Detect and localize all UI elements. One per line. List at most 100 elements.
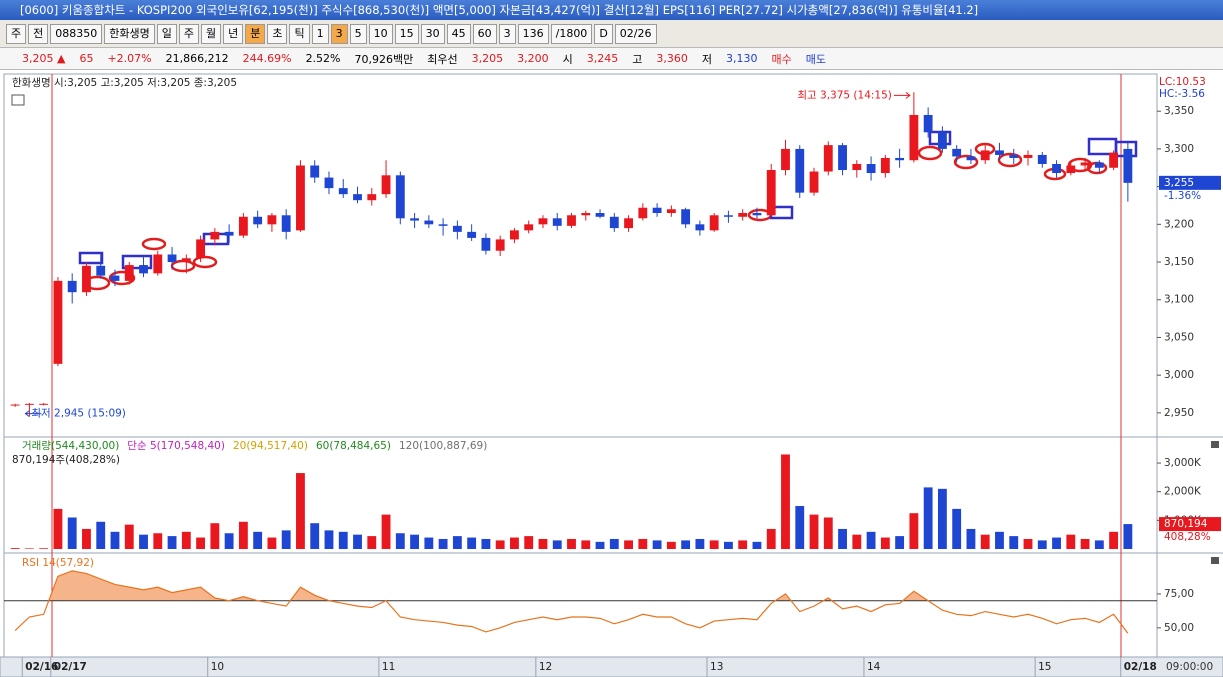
- candle-body: [980, 150, 990, 161]
- volume-bar: [210, 523, 220, 549]
- low-arrow: [24, 410, 42, 418]
- volume-bar: [196, 537, 206, 549]
- rsi-fill: [15, 570, 1128, 601]
- candle-body: [966, 156, 976, 161]
- candle-body: [952, 148, 962, 157]
- toolbar-button[interactable]: 3: [498, 23, 516, 44]
- volume-bar: [67, 517, 77, 549]
- x-tick-label: 14: [867, 661, 881, 673]
- candle-body: [752, 213, 762, 216]
- candle-body: [452, 225, 462, 232]
- candle-body: [552, 218, 562, 226]
- candle-body: [880, 157, 890, 174]
- volume-bar: [966, 528, 976, 549]
- candle-body: [709, 215, 719, 231]
- volume-subtitle: 870,194주(408,28%): [12, 454, 120, 466]
- quote-row: 3,205 ▲ 65 +2.07% 21,866,212 244.69% 2.52% 70,…: [0, 48, 1223, 70]
- quote-field: 매도: [805, 52, 826, 66]
- toolbar-button[interactable]: 15: [394, 23, 419, 44]
- candle-body: [1023, 154, 1033, 158]
- current-volume-label: 870,194: [1164, 518, 1208, 530]
- volume-bar: [823, 517, 833, 549]
- candle-body: [1123, 148, 1133, 183]
- toolbar-button[interactable]: 월: [200, 23, 222, 44]
- chart-background: [0, 70, 1223, 677]
- x-tick-label: 11: [382, 661, 395, 673]
- toolbar-button[interactable]: 주: [178, 23, 199, 44]
- toolbar-button[interactable]: 일: [156, 23, 177, 44]
- candle-body: [353, 194, 362, 201]
- volume-bar: [153, 533, 163, 549]
- volume-bar: [609, 538, 619, 549]
- volume-bar: [724, 541, 733, 549]
- candle-body: [181, 258, 191, 263]
- pane-icon[interactable]: [1211, 557, 1219, 564]
- toolbar-button[interactable]: 초: [267, 23, 288, 44]
- candle-body: [324, 177, 334, 189]
- toolbar-button[interactable]: 한화생명: [104, 23, 155, 44]
- candle-body: [766, 170, 776, 216]
- candle-body: [481, 237, 491, 251]
- toolbar-button[interactable]: 전: [28, 23, 49, 44]
- toolbar-button[interactable]: 60: [472, 23, 497, 44]
- toolbar-button[interactable]: /1800: [550, 23, 593, 44]
- toolbar-button[interactable]: 088350: [50, 23, 103, 44]
- y-tick-label: 3,050: [1164, 331, 1194, 343]
- toolbar-button[interactable]: 5: [349, 23, 367, 44]
- toolbar-button[interactable]: 30: [420, 23, 445, 44]
- candle-body: [281, 215, 291, 232]
- x-tick-label: 10: [211, 661, 224, 673]
- y-tick-label: 3,150: [1164, 256, 1194, 268]
- toolbar-button[interactable]: D: [594, 23, 613, 44]
- candle-body: [196, 239, 206, 259]
- candle-body: [695, 224, 705, 231]
- candle-body: [866, 163, 876, 174]
- toolbar-button[interactable]: 주: [6, 23, 27, 44]
- toolbar-button[interactable]: 10: [368, 23, 393, 44]
- volume-bar: [538, 538, 548, 549]
- y-tick-label: 2,950: [1164, 407, 1194, 419]
- quote-field: 고: [632, 52, 643, 66]
- toolbar-button[interactable]: 136: [517, 23, 549, 44]
- volume-bar: [524, 536, 534, 549]
- quote-field: 3,205 ▲: [22, 52, 66, 65]
- quote-field: 매수: [771, 52, 792, 66]
- toolbar-button[interactable]: 45: [446, 23, 471, 44]
- quote-field: 3,200: [517, 52, 549, 65]
- volume-bar: [995, 531, 1004, 549]
- candle-body: [467, 231, 477, 238]
- volume-bar: [652, 540, 662, 549]
- quote-field: 저: [701, 52, 712, 66]
- candle-body: [167, 254, 177, 263]
- candle-body: [1052, 163, 1061, 174]
- time-label: 09:00:00: [1166, 661, 1213, 673]
- volume-bar: [395, 533, 405, 549]
- y-tick-label: 2,000K: [1164, 486, 1202, 498]
- toolbar-button[interactable]: 1: [311, 23, 329, 44]
- toolbar-button[interactable]: 분: [245, 23, 266, 44]
- volume-bar: [1123, 524, 1133, 549]
- pane-icon[interactable]: [11, 94, 25, 106]
- pane-icon[interactable]: [1211, 441, 1219, 448]
- candle-body: [895, 157, 905, 161]
- volume-bar: [338, 531, 348, 549]
- candle-body: [666, 209, 676, 214]
- volume-bar: [952, 508, 962, 549]
- candle-body: [53, 280, 63, 364]
- quote-field: 65: [79, 52, 94, 65]
- toolbar-button[interactable]: 02/26: [614, 23, 657, 44]
- candle-body: [1094, 162, 1104, 168]
- quote-field: 70,926백만: [354, 52, 414, 66]
- volume-bar: [452, 536, 462, 549]
- volume-bar: [410, 534, 419, 549]
- candle-body: [524, 224, 534, 231]
- candle-body: [738, 213, 748, 217]
- candle-body: [338, 188, 348, 195]
- toolbar-button[interactable]: 3: [330, 23, 348, 44]
- volume-bar: [253, 531, 263, 549]
- volume-bar: [1066, 534, 1076, 549]
- current-price-label: 3,255: [1164, 177, 1194, 189]
- toolbar-button[interactable]: 틱: [289, 23, 310, 44]
- toolbar-button[interactable]: 년: [223, 23, 244, 44]
